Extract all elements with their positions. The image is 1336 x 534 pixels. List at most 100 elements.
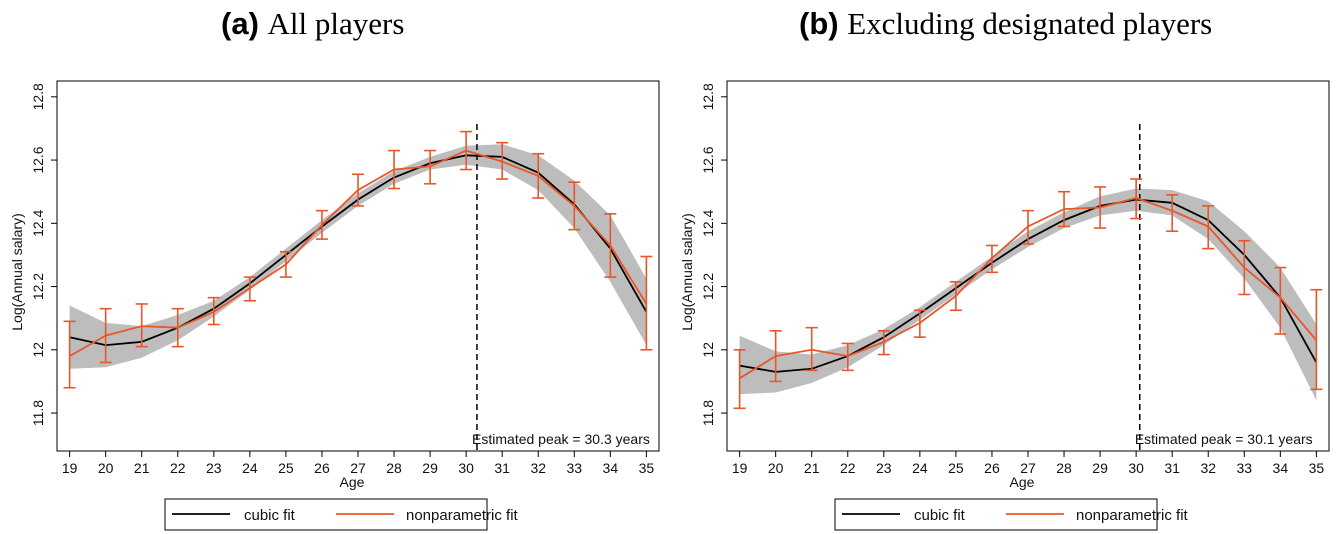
x-tick-label: 19 [732, 460, 748, 476]
error-bar [985, 244, 998, 274]
error-bar [1094, 186, 1107, 229]
error-bar [171, 307, 184, 348]
x-tick-label: 21 [804, 460, 820, 476]
legend-label-cubic: cubic fit [914, 507, 966, 524]
x-tick-label: 28 [1056, 460, 1072, 476]
peak-annotation: Estimated peak = 30.3 years [472, 431, 650, 447]
x-axis-title: Age [1010, 474, 1035, 490]
error-bar [733, 349, 746, 410]
x-tick-label: 23 [876, 460, 892, 476]
x-tick-label: 29 [422, 460, 438, 476]
chart-excluding-designated: 11.8 12 12.2 12.4 12.6 12.8 19 20 21 22 23 24 25 26 27… [679, 80, 1330, 531]
legend: cubic fit nonparametric fit [834, 498, 1189, 531]
error-bar [640, 255, 653, 351]
error-bar [1058, 190, 1071, 228]
error-bar [805, 326, 818, 372]
x-tick-label: 31 [1164, 460, 1180, 476]
error-bar [315, 209, 328, 240]
legend: cubic fit nonparametric fit [164, 498, 519, 531]
error-bar [841, 342, 854, 372]
x-tick-label: 32 [1200, 460, 1216, 476]
confidence-band [739, 188, 1317, 401]
x-tick-label: 25 [278, 460, 294, 476]
chart-all-players: 11.8 12 12.2 12.4 12.6 12.8 19 20 21 22 23 24 25 26 27… [9, 80, 660, 531]
y-tick-label: 12.6 [700, 146, 716, 173]
x-tick-label: 34 [1273, 460, 1289, 476]
error-bar [352, 173, 364, 207]
panel-title-b: (b) Excluding designated players [799, 6, 1212, 42]
panel-tag: (a) [221, 6, 259, 41]
y-tick-label: 12.4 [700, 209, 716, 236]
error-bar [1238, 239, 1251, 296]
x-tick-label: 35 [639, 460, 655, 476]
error-bar [769, 330, 782, 383]
y-tick-label: 11.8 [700, 400, 716, 426]
x-tick-label: 34 [603, 460, 619, 476]
plot-frame [56, 80, 660, 452]
legend-label-cubic: cubic fit [244, 507, 296, 524]
error-bar [568, 181, 581, 231]
x-tick-label: 28 [386, 460, 402, 476]
error-bar [1166, 194, 1179, 233]
error-bar [604, 213, 617, 278]
x-tick-label: 27 [350, 460, 366, 476]
y-tick-label: 12 [30, 342, 46, 358]
x-tick-label: 33 [566, 460, 582, 476]
x-axis-title: Age [340, 474, 365, 490]
x-tick-label: 33 [1236, 460, 1252, 476]
x-tick-label: 30 [1128, 460, 1144, 476]
x-tick-label: 21 [134, 460, 150, 476]
x-tick-label: 26 [984, 460, 1000, 476]
panel-title-a: (a) All players [221, 6, 404, 42]
y-tick-label: 12.8 [700, 83, 716, 110]
error-bar [424, 149, 437, 185]
x-tick-label: 19 [62, 460, 78, 476]
error-bar [279, 250, 292, 278]
x-tick-label: 24 [912, 460, 928, 476]
x-tick-label: 25 [948, 460, 964, 476]
error-bar [460, 130, 473, 171]
x-tick-label: 26 [314, 460, 330, 476]
error-bar [1022, 209, 1034, 245]
error-bar [1310, 288, 1323, 391]
x-tick-label: 30 [458, 460, 474, 476]
error-bar [949, 281, 962, 312]
error-bar [496, 141, 509, 180]
panel-title-text: Excluding designated players [847, 6, 1213, 41]
error-bar [388, 149, 401, 190]
x-tick-label: 22 [170, 460, 186, 476]
panel-title-text: All players [267, 6, 405, 41]
y-tick-label: 12 [700, 342, 716, 358]
x-tick-label: 29 [1092, 460, 1108, 476]
error-bar [877, 330, 890, 356]
y-axis-title: Log(Annual salary) [9, 213, 25, 331]
x-tick-label: 31 [494, 460, 510, 476]
error-bar [63, 320, 76, 389]
x-tick-label: 24 [242, 460, 258, 476]
y-tick-label: 11.8 [30, 400, 46, 426]
x-tick-label: 27 [1020, 460, 1036, 476]
x-tick-label: 35 [1309, 460, 1325, 476]
error-bar [532, 152, 545, 199]
error-bar [135, 303, 148, 348]
error-bar [913, 309, 926, 338]
x-tick-label: 23 [206, 460, 222, 476]
error-bar [243, 276, 256, 302]
error-bar [1130, 178, 1143, 220]
y-tick-label: 12.6 [30, 146, 46, 173]
error-bar [207, 296, 220, 326]
legend-label-nonparametric: nonparametric fit [1076, 507, 1189, 524]
legend-box [834, 498, 1158, 531]
x-tick-label: 32 [530, 460, 546, 476]
y-tick-label: 12.4 [30, 209, 46, 236]
x-tick-label: 20 [98, 460, 114, 476]
y-tick-label: 12.8 [30, 83, 46, 110]
error-bar [1274, 266, 1287, 335]
peak-annotation: Estimated peak = 30.1 years [1135, 431, 1313, 447]
y-tick-label: 12.2 [30, 273, 46, 300]
x-tick-label: 20 [768, 460, 784, 476]
y-tick-label: 12.2 [700, 273, 716, 300]
x-tick-label: 22 [840, 460, 856, 476]
legend-label-nonparametric: nonparametric fit [406, 507, 519, 524]
panel-tag: (b) [799, 6, 839, 41]
